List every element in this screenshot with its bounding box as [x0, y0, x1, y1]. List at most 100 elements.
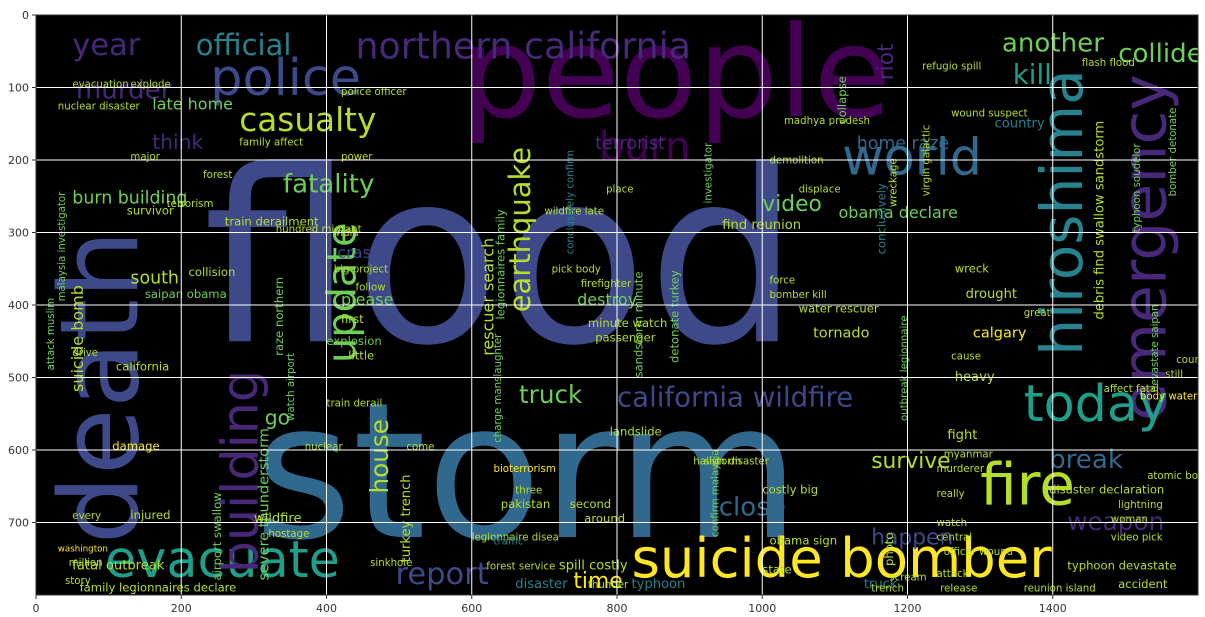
word-outbreak-legionnaire: outbreak legionnaire	[900, 315, 911, 421]
word-accident: accident	[1118, 577, 1168, 591]
word-leave: leave	[72, 594, 100, 605]
word-displace: displace	[799, 185, 841, 196]
word-power: power	[341, 152, 373, 163]
word-california: california	[116, 359, 169, 373]
word-refugio-spill: refugio spill	[922, 61, 981, 72]
word-thunder: thunder	[588, 580, 629, 591]
word-world: world	[842, 128, 982, 187]
x-tick-label: 1400	[1039, 602, 1067, 615]
word-video: video	[762, 192, 822, 217]
y-tick-label: 400	[8, 299, 29, 312]
word-conclusively: conclusively	[875, 183, 889, 254]
word-police-officer: police officer	[341, 87, 407, 98]
y-tick-label: 500	[8, 372, 29, 385]
word-saipan-obama: saipan obama	[145, 287, 227, 301]
word-drought: drought	[966, 287, 1017, 302]
word-reunion-island: reunion island	[1024, 583, 1096, 594]
word-emergency: emergency	[1108, 74, 1180, 421]
axes-layer: 0 200 400 600 800 1000 1200 1400 0 100 200 300 400 50…	[8, 9, 1199, 615]
y-tick-label: 700	[8, 517, 29, 530]
word-crash: crash	[337, 243, 381, 262]
word-forest: forest	[203, 170, 232, 181]
word-police: police	[210, 48, 361, 107]
word-three: three	[515, 486, 542, 497]
word-come: come	[406, 442, 434, 453]
word-obama-declare: obama declare	[839, 203, 958, 222]
word-earthquake: earthquake	[503, 147, 537, 312]
word-little: little	[348, 348, 374, 362]
word-hiroshima: hiroshima	[1028, 69, 1096, 356]
word-late-home: late home	[152, 94, 233, 113]
y-tick-label: 300	[8, 227, 29, 240]
word-collision: collision	[189, 265, 236, 279]
word-attack: attack	[937, 569, 969, 580]
word-charge-manslaughter: charge manslaughter	[493, 333, 504, 443]
word-survivor: survivor	[127, 203, 174, 217]
word-fatality: fatality	[283, 170, 375, 200]
word-explode: explode	[130, 80, 170, 91]
word-truck: truck	[519, 380, 583, 409]
word-confirm-malaysia: confirm malaysia	[711, 449, 722, 537]
word-still: still	[1165, 370, 1183, 381]
word-suicide-bomber: suicide bomber	[632, 526, 1053, 590]
word-find-reunion: find reunion	[722, 218, 801, 233]
word-hailstorm: hailstorm	[693, 457, 741, 468]
word-follow: follow	[356, 283, 386, 294]
word-cause: cause	[951, 351, 981, 362]
word-airport-swallow: airport swallow	[210, 492, 224, 580]
word-pakistan: pakistan	[501, 497, 550, 511]
x-tick-label: 200	[171, 602, 192, 615]
word-legionnaire-disea: legionnaire disea	[472, 533, 559, 544]
word-watch: watch	[937, 518, 968, 529]
word-murder: murder	[76, 75, 172, 105]
word-wildfire-late: wildfire late	[544, 206, 604, 217]
x-tick-label: 0	[33, 602, 40, 615]
word-demolition: demolition	[770, 156, 824, 167]
word-people: people	[461, 0, 892, 147]
word-kill: kill	[1013, 58, 1052, 91]
word-malaysia-investigator: malaysia investigator	[57, 191, 68, 302]
word-update: update	[320, 222, 366, 363]
word-flood: flood	[203, 119, 799, 398]
word-northern-california: northern california	[356, 25, 692, 68]
word-survive: survive	[871, 449, 950, 474]
word-riot: riot	[874, 43, 899, 80]
word-release: release	[940, 583, 977, 594]
word-bioterrorism: bioterrorism	[494, 464, 556, 475]
word-woman: woman	[1111, 515, 1148, 526]
word-officer-wound: officer wound	[944, 547, 1013, 558]
word-building: building	[211, 370, 270, 573]
word-obama-sign: obama sign	[770, 533, 838, 547]
word-myanmar: myanmar	[944, 449, 994, 460]
word-traffic: traffic	[494, 536, 524, 547]
y-tick-label: 0	[22, 9, 29, 22]
word-spill-costly: spill costly	[559, 559, 628, 574]
word-affect-fatal: affect fatal	[1104, 384, 1159, 395]
word-country: country	[995, 116, 1045, 131]
word-damage: damage	[112, 439, 159, 453]
word-nuclear: nuclear	[305, 442, 344, 453]
word-destroy: destroy	[577, 290, 637, 309]
y-tick-label: 100	[8, 82, 29, 95]
word-burn-building: burn building	[72, 189, 187, 209]
word-debris-find-swallow-sandstorm: debris find swallow sandstorm	[1093, 121, 1108, 320]
word-fire: fire	[980, 450, 1075, 518]
word-wreck: wreck	[955, 261, 990, 275]
y-tick-label: 600	[8, 444, 29, 457]
word-go: go	[265, 406, 290, 430]
word-forest-service: forest service	[486, 562, 555, 573]
word-big-project: big project	[334, 264, 388, 275]
word-flash-flood: flash flood	[1082, 58, 1135, 69]
word-detonate-turkey: detonate turkey	[668, 270, 682, 363]
word-turkey-trench: turkey trench	[399, 474, 414, 562]
word-disaster-declaration: disaster declaration	[1049, 483, 1164, 497]
word-wreckage: wreckage	[889, 158, 900, 207]
word-bomber-detonate: bomber detonate	[1168, 108, 1179, 197]
word-costly-big: costly big	[762, 483, 818, 497]
word-conclusively-confirm: conclusively confirm	[565, 150, 576, 254]
word-think: think	[152, 130, 203, 154]
word-around: around	[584, 512, 625, 526]
word-atomic-bomb: atomic bomb	[1147, 471, 1205, 482]
